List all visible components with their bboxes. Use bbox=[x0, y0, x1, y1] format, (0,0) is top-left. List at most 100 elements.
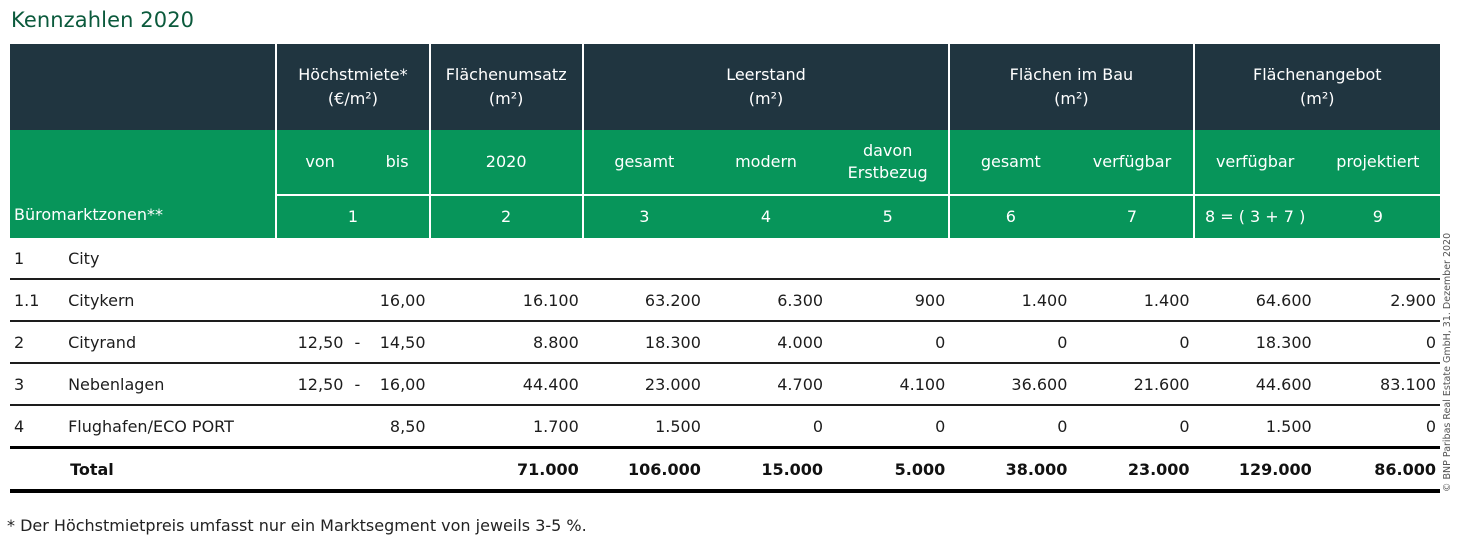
total-bau-verfuegbar: 23.000 bbox=[1071, 447, 1194, 493]
key-figures-table: Höchstmiete* (€/m²) Flächenumsatz (m²) L… bbox=[10, 44, 1440, 493]
row-leer-modern: 4.700 bbox=[704, 363, 828, 406]
row-angebot-projektiert: 0 bbox=[1315, 321, 1440, 364]
row-angebot-projektiert: 83.100 bbox=[1315, 363, 1440, 406]
table-row: 2 Cityrand 12,50 - 14,50 8.800 18.300 4.… bbox=[10, 321, 1440, 364]
row-leer-gesamt: 1.500 bbox=[582, 405, 705, 449]
row-angebot-verfuegbar: 44.600 bbox=[1193, 363, 1316, 406]
row-von bbox=[276, 405, 348, 449]
header-num-6: 6 bbox=[949, 194, 1072, 238]
row-dash: - bbox=[347, 363, 368, 406]
row-bau-gesamt: 0 bbox=[949, 405, 1072, 449]
row-bau-gesamt: 0 bbox=[949, 321, 1072, 364]
row-code: 1.1 bbox=[10, 279, 67, 322]
row-umsatz: 8.800 bbox=[429, 321, 583, 364]
header-num-4: 4 bbox=[704, 194, 828, 238]
header-year: 2020 bbox=[429, 130, 584, 195]
header-number-row: 1 2 3 4 5 6 7 8 = ( 3 + 7 ) 9 bbox=[10, 194, 1440, 238]
header-flaechenumsatz-title: Flächenumsatz bbox=[445, 65, 567, 84]
row-angebot-verfuegbar: 18.300 bbox=[1193, 321, 1316, 364]
header-sub-row: Büromarktzonen** von bis 2020 gesamt mod… bbox=[10, 130, 1440, 238]
row-code: 3 bbox=[10, 363, 67, 406]
header-von: von bbox=[276, 130, 368, 195]
page-title: Kennzahlen 2020 bbox=[11, 8, 195, 32]
row-code: 4 bbox=[10, 405, 67, 449]
table-row: 4 Flughafen/ECO PORT 8,50 1.700 1.500 0 … bbox=[10, 405, 1440, 449]
row-zone: Cityrand bbox=[66, 321, 277, 364]
row-erstbezug: 4.100 bbox=[827, 363, 950, 406]
row-dash bbox=[347, 279, 368, 322]
row-bis: 16,00 bbox=[367, 279, 430, 322]
header-angebot-verfuegbar: verfügbar bbox=[1193, 130, 1316, 195]
row-bis: 16,00 bbox=[367, 363, 430, 406]
row-angebot-verfuegbar bbox=[1193, 238, 1316, 280]
copyright-note: © BNP Paribas Real Estate GmbH, 31. Deze… bbox=[1442, 232, 1453, 492]
header-leer-gesamt: gesamt bbox=[582, 130, 705, 195]
header-davon-line2: Erstbezug bbox=[847, 163, 928, 182]
row-zone: Flughafen/ECO PORT bbox=[66, 405, 277, 449]
header-hoechstmiete-title: Höchstmiete* bbox=[298, 65, 408, 84]
total-bau-gesamt: 38.000 bbox=[949, 447, 1072, 493]
row-umsatz: 1.700 bbox=[429, 405, 583, 449]
total-erstbezug: 5.000 bbox=[827, 447, 950, 493]
header-zone-label: Büromarktzonen** bbox=[10, 130, 278, 238]
total-leer-modern: 15.000 bbox=[704, 447, 828, 493]
row-angebot-projektiert: 0 bbox=[1315, 405, 1440, 449]
row-von bbox=[276, 238, 348, 280]
row-bau-gesamt: 1.400 bbox=[949, 279, 1072, 322]
header-angebot-projektiert: projektiert bbox=[1315, 130, 1440, 195]
header-flaechenangebot-unit: (m²) bbox=[1300, 89, 1335, 108]
row-von: 12,50 bbox=[276, 321, 348, 364]
header-bis: bis bbox=[367, 130, 431, 195]
row-umsatz: 16.100 bbox=[429, 279, 583, 322]
header-bau-gesamt: gesamt bbox=[949, 130, 1072, 195]
header-num-8: 8 = ( 3 + 7 ) bbox=[1193, 194, 1316, 238]
header-flaechen-im-bau-unit: (m²) bbox=[1054, 89, 1089, 108]
total-bis-blank bbox=[367, 447, 430, 493]
header-flaechen-im-bau-title: Flächen im Bau bbox=[1009, 65, 1134, 84]
header-num-7: 7 bbox=[1071, 194, 1195, 238]
total-angebot-projektiert: 86.000 bbox=[1315, 447, 1440, 493]
row-code: 1 bbox=[10, 238, 67, 280]
row-leer-modern bbox=[704, 238, 828, 280]
row-zone: City bbox=[66, 238, 277, 280]
total-umsatz: 71.000 bbox=[429, 447, 583, 493]
header-num-5: 5 bbox=[827, 194, 951, 238]
row-angebot-projektiert: 2.900 bbox=[1315, 279, 1440, 322]
row-angebot-projektiert bbox=[1315, 238, 1440, 280]
row-bau-verfuegbar: 21.600 bbox=[1071, 363, 1194, 406]
total-leer-gesamt: 106.000 bbox=[582, 447, 705, 493]
row-bis bbox=[367, 238, 430, 280]
row-bis: 8,50 bbox=[367, 405, 430, 449]
header-num-2: 2 bbox=[429, 194, 584, 238]
header-hoechstmiete: Höchstmiete* (€/m²) bbox=[276, 44, 431, 130]
row-angebot-verfuegbar: 64.600 bbox=[1193, 279, 1316, 322]
total-angebot-verfuegbar: 129.000 bbox=[1193, 447, 1316, 493]
row-dash bbox=[347, 405, 368, 449]
total-row: Total 71.000 106.000 15.000 5.000 38.000… bbox=[10, 447, 1440, 493]
header-leerstand-unit: (m²) bbox=[748, 89, 784, 108]
row-von: 12,50 bbox=[276, 363, 348, 406]
row-bau-verfuegbar: 1.400 bbox=[1071, 279, 1194, 322]
table-row: 3 Nebenlagen 12,50 - 16,00 44.400 23.000… bbox=[10, 363, 1440, 406]
row-zone: Nebenlagen bbox=[66, 363, 277, 406]
row-leer-gesamt: 18.300 bbox=[582, 321, 705, 364]
table-row: 1 City bbox=[10, 238, 1440, 280]
row-angebot-verfuegbar: 1.500 bbox=[1193, 405, 1316, 449]
row-erstbezug: 0 bbox=[827, 405, 950, 449]
row-von bbox=[276, 279, 348, 322]
header-num-9: 9 bbox=[1315, 194, 1440, 238]
row-code: 2 bbox=[10, 321, 67, 364]
header-flaechenangebot: Flächenangebot (m²) bbox=[1193, 44, 1440, 130]
total-von-blank bbox=[276, 447, 348, 493]
header-flaechenumsatz-unit: (m²) bbox=[488, 89, 524, 108]
row-bau-verfuegbar: 0 bbox=[1071, 321, 1194, 364]
header-blank-cell bbox=[10, 44, 278, 130]
header-davon-line1: davon bbox=[862, 141, 913, 160]
row-umsatz bbox=[429, 238, 583, 280]
row-umsatz: 44.400 bbox=[429, 363, 583, 406]
row-erstbezug: 0 bbox=[827, 321, 950, 364]
row-zone: Citykern bbox=[66, 279, 277, 322]
row-leer-gesamt: 23.000 bbox=[582, 363, 705, 406]
header-num-1: 1 bbox=[276, 194, 431, 238]
total-dash-blank bbox=[347, 447, 368, 493]
